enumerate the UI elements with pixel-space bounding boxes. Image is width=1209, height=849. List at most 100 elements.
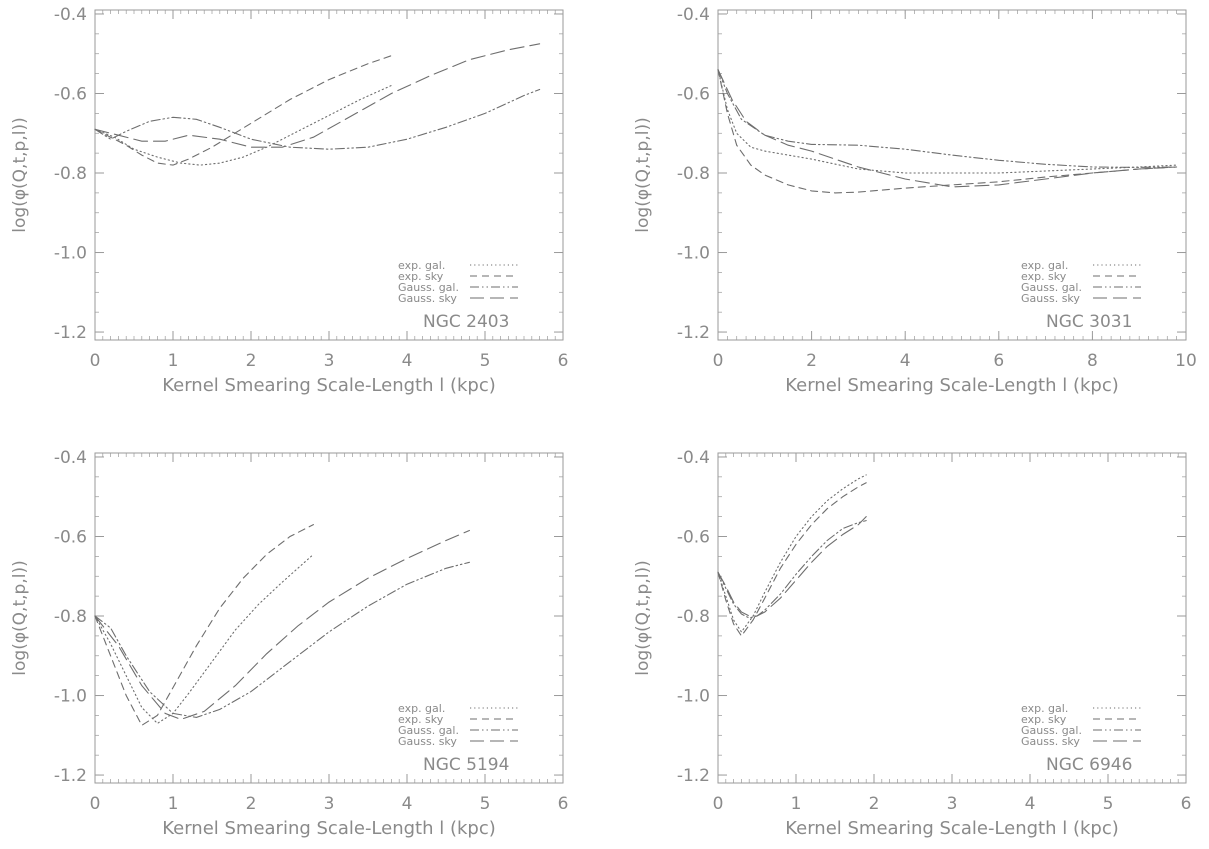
x-tick-label: 0 — [90, 794, 101, 814]
plot-frame — [717, 9, 1187, 341]
chart-panel-1: 0 1 2 3 4 5 6 -0.4 -0.6 -0.8 -1.0 -1.2 Kernel Smeari… — [10, 5, 568, 396]
x-tick-label: 4 — [402, 794, 413, 814]
series-line-exp-gal — [94, 84, 392, 166]
x-tick-label: 1 — [791, 794, 802, 814]
x-tick-label: 4 — [900, 351, 911, 371]
y-tick-label: -0.6 — [677, 84, 710, 104]
x-tick-label: 2 — [869, 794, 880, 814]
galaxy-annotation: NGC 3031 — [1046, 312, 1132, 332]
x-tick-label: 2 — [246, 351, 257, 371]
series-line-exp-gal — [717, 69, 1178, 174]
series-line-gauss-gal — [717, 69, 1178, 168]
y-tick-label: -1.0 — [54, 687, 87, 707]
x-tick-label: 0 — [90, 351, 101, 371]
series-line-exp-sky — [717, 69, 1178, 194]
galaxy-annotation: NGC 2403 — [423, 312, 509, 332]
y-axis-label: log(φ(Q,t,p,l)) — [10, 117, 30, 232]
legend-label: Gauss. gal. — [398, 724, 459, 737]
series-line-exp-sky — [717, 482, 867, 637]
y-tick-label: -0.6 — [677, 527, 710, 547]
legend-label: Gauss. sky — [398, 735, 457, 748]
x-tick-label: 5 — [1103, 794, 1114, 814]
y-tick-label: -1.2 — [677, 766, 710, 786]
plot-frame — [94, 9, 564, 341]
y-tick-label: -1.2 — [54, 323, 87, 343]
x-tick-label: 5 — [480, 351, 491, 371]
y-tick-label: -0.6 — [54, 84, 87, 104]
legend-label: exp. gal. — [1021, 259, 1068, 272]
x-tick-label: 6 — [993, 351, 1004, 371]
x-tick-label: 8 — [1087, 351, 1098, 371]
series-line-gauss-sky — [94, 529, 470, 720]
series-line-exp-gal — [717, 474, 867, 633]
chart-panel-2: 0 2 4 6 8 10 -0.4 -0.6 -0.8 -1.0 -1.2 Kernel Smeari… — [633, 5, 1197, 396]
series-line-exp-sky — [94, 55, 392, 166]
y-tick-label: -0.4 — [54, 5, 87, 25]
y-tick-label: -0.6 — [54, 527, 87, 547]
x-tick-label: 3 — [324, 351, 335, 371]
x-axis-label: Kernel Smearing Scale-Length l (kpc) — [162, 818, 496, 839]
legend-label: Gauss. sky — [1021, 735, 1080, 748]
series-line-gauss-sky — [717, 69, 1178, 188]
chart-panel-4: 0 1 2 3 4 5 6 -0.4 -0.6 -0.8 -1.0 -1.2 Kernel Smeari… — [633, 448, 1191, 839]
y-tick-label: -0.4 — [677, 448, 710, 468]
legend-label: Gauss. sky — [1021, 292, 1080, 305]
legend-label: exp. gal. — [398, 259, 445, 272]
legend-label: exp. sky — [1021, 270, 1067, 283]
x-tick-label: 6 — [1181, 794, 1192, 814]
y-tick-label: -0.4 — [54, 448, 87, 468]
galaxy-annotation: NGC 6946 — [1046, 755, 1132, 775]
y-axis-label: log(φ(Q,t,p,l)) — [633, 117, 653, 232]
x-tick-label: 3 — [947, 794, 958, 814]
y-tick-label: -1.2 — [677, 323, 710, 343]
legend-label: exp. sky — [398, 713, 444, 726]
y-tick-label: -1.0 — [54, 244, 87, 264]
y-axis-label: log(φ(Q,t,p,l)) — [10, 560, 30, 675]
legend-label: exp. gal. — [1021, 702, 1068, 715]
legend-label: Gauss. gal. — [1021, 724, 1082, 737]
legend-label: exp. sky — [1021, 713, 1067, 726]
series-line-gauss-gal — [94, 561, 470, 718]
series-line-exp-sky — [94, 524, 314, 727]
x-tick-label: 3 — [324, 794, 335, 814]
x-tick-label: 6 — [558, 351, 569, 371]
legend-label: Gauss. gal. — [398, 281, 459, 294]
x-tick-label: 0 — [713, 794, 724, 814]
y-tick-label: -1.0 — [677, 687, 710, 707]
x-axis-label: Kernel Smearing Scale-Length l (kpc) — [785, 818, 1119, 839]
x-tick-label: 0 — [713, 351, 724, 371]
y-tick-label: -0.8 — [677, 607, 710, 627]
y-tick-label: -1.2 — [54, 766, 87, 786]
y-axis-label: log(φ(Q,t,p,l)) — [633, 560, 653, 675]
legend-label: exp. sky — [398, 270, 444, 283]
x-axis-label: Kernel Smearing Scale-Length l (kpc) — [162, 375, 496, 396]
y-tick-label: -0.8 — [54, 164, 87, 184]
x-tick-label: 2 — [806, 351, 817, 371]
series-line-gauss-sky — [94, 43, 541, 148]
y-tick-label: -0.8 — [677, 164, 710, 184]
x-tick-label: 6 — [558, 794, 569, 814]
y-tick-label: -0.4 — [677, 5, 710, 25]
series-line-gauss-gal — [94, 88, 541, 150]
plot-frame — [717, 452, 1187, 784]
x-tick-label: 5 — [480, 794, 491, 814]
y-tick-label: -0.8 — [54, 607, 87, 627]
x-tick-label: 1 — [168, 794, 179, 814]
x-axis-label: Kernel Smearing Scale-Length l (kpc) — [785, 375, 1119, 396]
y-tick-label: -1.0 — [677, 244, 710, 264]
legend-label: Gauss. gal. — [1021, 281, 1082, 294]
chart-panel-3: 0 1 2 3 4 5 6 -0.4 -0.6 -0.8 -1.0 -1.2 Kernel Smeari… — [10, 448, 568, 839]
x-tick-label: 10 — [1175, 351, 1197, 371]
x-tick-label: 2 — [246, 794, 257, 814]
series-line-gauss-gal — [717, 520, 867, 619]
plot-frame — [94, 452, 564, 784]
x-tick-label: 4 — [402, 351, 413, 371]
series-line-exp-gal — [94, 553, 314, 725]
galaxy-annotation: NGC 5194 — [423, 755, 509, 775]
x-tick-label: 1 — [168, 351, 179, 371]
